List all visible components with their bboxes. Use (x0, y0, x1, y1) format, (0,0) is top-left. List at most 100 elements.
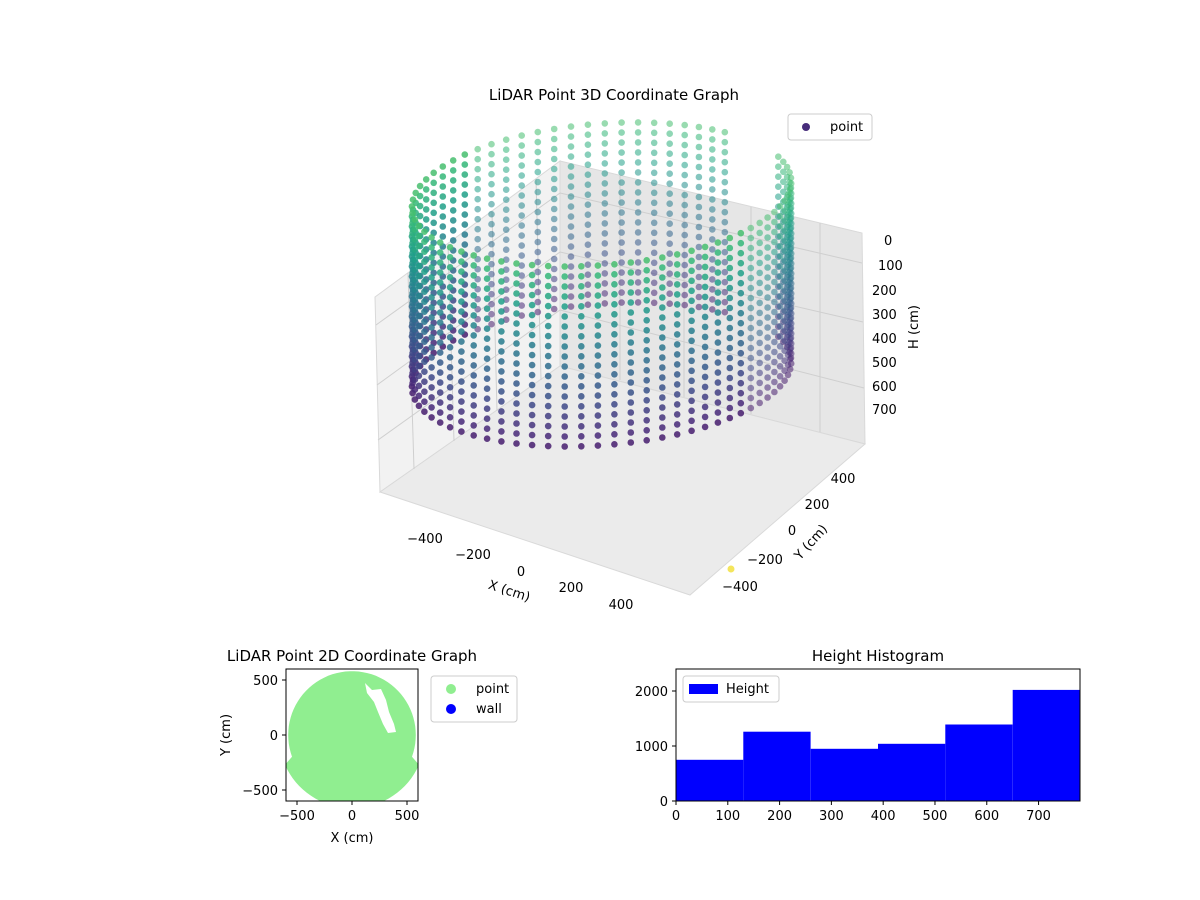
point-3d (747, 344, 755, 352)
point-3d (550, 225, 558, 233)
point-3d (513, 440, 520, 447)
point-3d (618, 269, 625, 276)
point-3d (634, 189, 642, 196)
point-3d (781, 217, 788, 224)
point-3d (714, 239, 722, 246)
point-3d (561, 393, 568, 400)
point-3d (659, 294, 666, 301)
point-3d (618, 239, 625, 246)
point-3d (470, 292, 478, 299)
z-tick: 100 (878, 259, 903, 274)
point-3d (714, 339, 722, 346)
point-3d (714, 409, 722, 416)
point-3d (659, 374, 666, 381)
point-3d (446, 384, 454, 391)
point-3d (513, 270, 520, 277)
point-3d (737, 259, 745, 267)
point-3d (421, 368, 428, 376)
axes-hist (675, 668, 1081, 802)
point-3d (513, 350, 520, 357)
point-3d (695, 283, 703, 291)
point-3d (550, 185, 558, 193)
point-3d (764, 244, 771, 251)
point-3d (673, 281, 681, 288)
point-3d (483, 265, 491, 273)
point-3d (518, 182, 525, 189)
point-3d (421, 228, 428, 235)
point-3d (436, 309, 444, 316)
point-3d (756, 349, 763, 357)
point-3d (594, 362, 602, 369)
isolated-point (727, 565, 735, 573)
plot-area-2d (286, 671, 418, 801)
point-3d (518, 292, 525, 299)
point-3d (498, 258, 505, 265)
point-3d (461, 201, 469, 208)
point-3d (458, 368, 465, 375)
point-3d (601, 140, 609, 147)
point-3d (650, 219, 658, 227)
point-3d (428, 354, 435, 361)
point-3d (415, 322, 423, 330)
point-3d (780, 168, 787, 176)
point-3d (756, 239, 763, 247)
point-3d (470, 272, 478, 279)
point-3d (567, 293, 575, 300)
point-3d (747, 224, 755, 232)
point-3d (756, 249, 763, 257)
y-tick: 0 (660, 795, 668, 810)
point-3d (709, 216, 716, 223)
x-tick: 500 (395, 809, 420, 824)
point-3d (780, 178, 787, 186)
point-3d (483, 365, 491, 373)
point-3d (474, 155, 482, 163)
point-3d (709, 206, 716, 213)
point-3d (449, 157, 457, 164)
point-3d (470, 422, 478, 429)
point-3d (695, 193, 703, 201)
point-3d (534, 238, 542, 246)
point-3d (428, 324, 435, 331)
point-3d (618, 139, 625, 146)
point-3d (428, 304, 435, 311)
point-3d (714, 369, 722, 376)
point-3d (594, 382, 602, 389)
point-3d (428, 364, 435, 371)
point-3d (650, 179, 658, 187)
point-3d (498, 438, 505, 445)
point-3d (498, 398, 505, 405)
point-3d (726, 314, 734, 322)
point-3d (643, 317, 650, 324)
point-3d (409, 196, 417, 203)
point-3d (650, 209, 658, 217)
point-3d (513, 400, 520, 407)
point-3d (634, 289, 642, 296)
point-3d (634, 279, 642, 286)
point-3d (601, 180, 609, 187)
point-3d (737, 349, 745, 357)
point-3d (701, 413, 709, 421)
point-3d (528, 331, 536, 339)
point-3d (584, 221, 592, 228)
point-3d (488, 180, 495, 188)
point-3d (681, 211, 688, 219)
point-3d (659, 274, 666, 281)
point-3d (430, 199, 438, 207)
point-3d (643, 407, 650, 414)
point-3d (550, 295, 558, 303)
point-3d (446, 334, 454, 341)
z-axis-label-3d: H (cm) (907, 305, 922, 349)
point-3d (518, 262, 525, 269)
point-3d (513, 340, 520, 347)
point-3d (584, 231, 592, 238)
point-3d (518, 282, 525, 289)
point-3d (737, 379, 745, 387)
point-3d (688, 407, 695, 415)
point-3d (483, 285, 491, 293)
point-3d (611, 431, 618, 438)
point-3d (618, 259, 625, 266)
point-3d (446, 294, 454, 301)
point-3d (618, 169, 625, 176)
point-3d (458, 278, 465, 285)
